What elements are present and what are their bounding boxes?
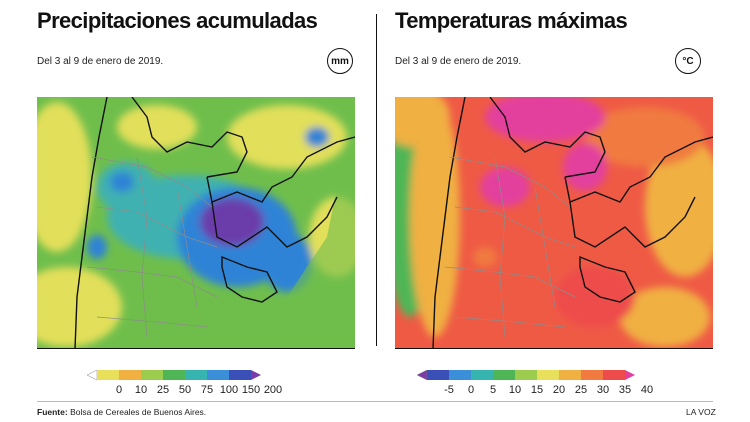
source-note: Fuente: Bolsa de Cereales de Buenos Aire… bbox=[37, 407, 206, 417]
precipitation-legend-arrow-low bbox=[86, 369, 98, 381]
precipitation-legend-tick-label: 0 bbox=[116, 384, 122, 396]
temperature-legend-tick-label: 25 bbox=[575, 384, 587, 396]
temperature-legend-arrow-low bbox=[416, 369, 428, 381]
precipitation-legend-swatch bbox=[119, 370, 141, 380]
precipitation-legend-tick-label: 75 bbox=[201, 384, 213, 396]
precipitation-title: Precipitaciones acumuladas bbox=[37, 8, 318, 33]
temperature-unit-badge: °C bbox=[675, 48, 701, 74]
temperature-legend-swatch bbox=[537, 370, 559, 380]
precipitation-legend-swatch bbox=[163, 370, 185, 380]
precipitation-legend-tick-label: 50 bbox=[179, 384, 191, 396]
temperature-legend-tick-label: 0 bbox=[468, 384, 474, 396]
temperature-legend-tick-label: 10 bbox=[509, 384, 521, 396]
temperature-title: Temperaturas máximas bbox=[395, 8, 628, 33]
temperature-legend-tick-label: -5 bbox=[444, 384, 454, 396]
temperature-legend-swatch bbox=[449, 370, 471, 380]
precipitation-legend-swatch bbox=[207, 370, 229, 380]
temperature-legend: -5 0 5 10 15 20 25 30 35 40 bbox=[416, 368, 677, 398]
precipitation-legend-swatch bbox=[185, 370, 207, 380]
temperature-map bbox=[395, 97, 713, 349]
source-text: Bolsa de Cereales de Buenos Aires. bbox=[70, 407, 207, 417]
temperature-legend-swatch bbox=[581, 370, 603, 380]
temperature-legend-tick-label: 15 bbox=[531, 384, 543, 396]
temperature-legend-tick-label: 5 bbox=[490, 384, 496, 396]
precipitation-legend-arrow-high bbox=[251, 370, 261, 380]
precipitation-map bbox=[37, 97, 355, 349]
precipitation-date-range: Del 3 al 9 de enero de 2019. bbox=[37, 56, 164, 67]
precipitation-panel: Precipitaciones acumuladas Del 3 al 9 de… bbox=[37, 0, 367, 400]
temperature-map-baseline bbox=[395, 348, 713, 349]
temperature-legend-arrow-high bbox=[625, 370, 635, 380]
precipitation-legend-swatch bbox=[141, 370, 163, 380]
precipitation-map-baseline bbox=[37, 348, 355, 349]
temperature-legend-swatch bbox=[603, 370, 625, 380]
precipitation-legend-tick-label: 150 bbox=[242, 384, 260, 396]
panel-divider bbox=[376, 14, 378, 346]
temperature-legend-tick-label: 35 bbox=[619, 384, 631, 396]
precipitation-unit-badge: mm bbox=[327, 48, 353, 74]
temperature-legend-swatch bbox=[471, 370, 493, 380]
temperature-legend-tick-label: 40 bbox=[641, 384, 653, 396]
precipitation-legend-tick-label: 25 bbox=[157, 384, 169, 396]
precipitation-legend: 0 10 25 50 75 100 150 200 bbox=[86, 368, 297, 398]
precipitation-legend-swatch bbox=[229, 370, 251, 380]
temperature-panel: Temperaturas máximas Del 3 al 9 de enero… bbox=[395, 0, 725, 400]
source-label: Fuente: bbox=[37, 407, 68, 417]
temperature-legend-swatch bbox=[493, 370, 515, 380]
footer-rule bbox=[37, 401, 713, 402]
publisher-credit: LA VOZ bbox=[686, 407, 716, 417]
temperature-legend-swatch bbox=[559, 370, 581, 380]
precipitation-legend-tick-label: 200 bbox=[264, 384, 282, 396]
temperature-legend-tick-label: 30 bbox=[597, 384, 609, 396]
precipitation-legend-tick-label: 100 bbox=[220, 384, 238, 396]
precipitation-legend-swatch bbox=[97, 370, 119, 380]
temperature-legend-swatch bbox=[427, 370, 449, 380]
temperature-legend-tick-label: 20 bbox=[553, 384, 565, 396]
temperature-date-range: Del 3 al 9 de enero de 2019. bbox=[395, 56, 522, 67]
precipitation-legend-tick-label: 10 bbox=[135, 384, 147, 396]
temperature-legend-swatch bbox=[515, 370, 537, 380]
